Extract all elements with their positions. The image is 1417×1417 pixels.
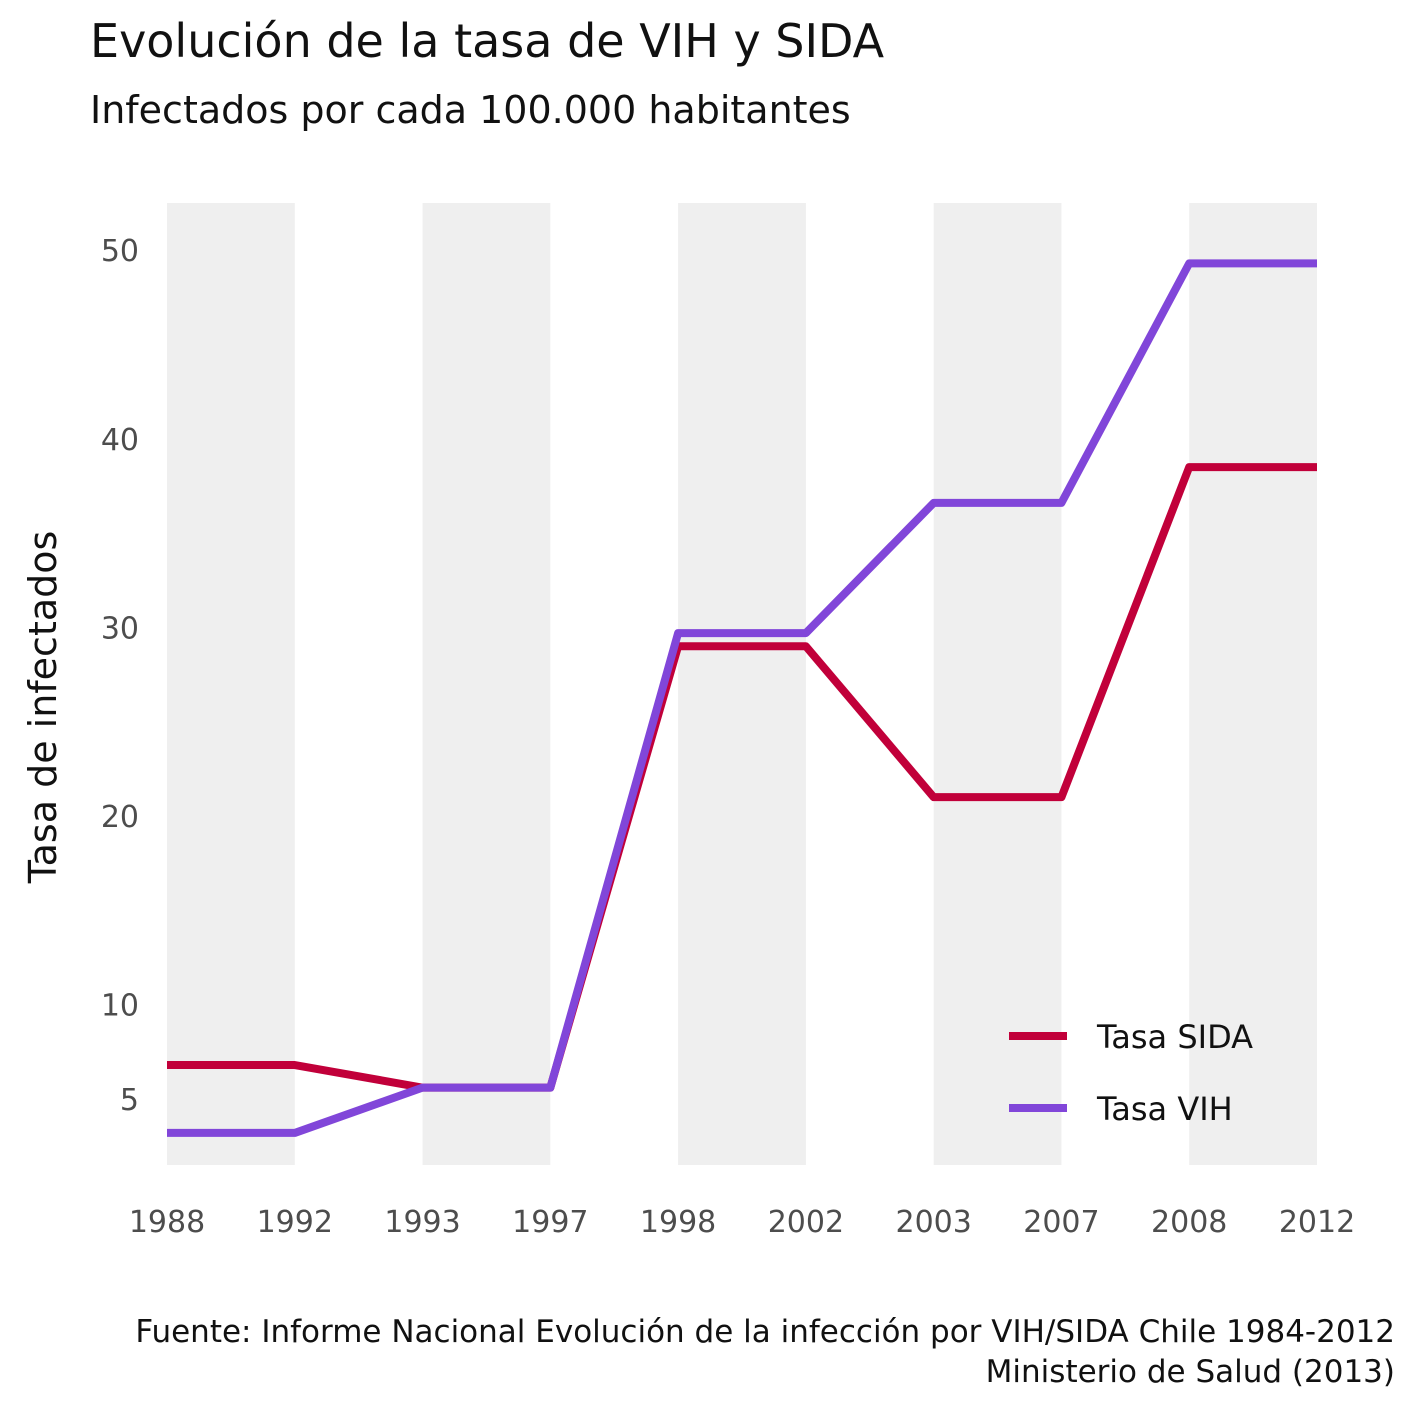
shaded-band-2 bbox=[422, 203, 551, 1165]
series-line-tasa-vih bbox=[167, 259, 1317, 1137]
caption-line-2: Ministerio de Salud (2013) bbox=[985, 1354, 1395, 1390]
x-tick-label: 2007 bbox=[1023, 1205, 1099, 1240]
x-tick-label: 1992 bbox=[257, 1205, 333, 1240]
shaded-band-4 bbox=[933, 203, 1062, 1165]
x-axis-ticks: 1988 1992 1993 1997 1998 2002 2003 2007 2008 2012 bbox=[129, 1205, 1355, 1240]
shaded-bands bbox=[167, 203, 1317, 1165]
y-axis-ticks: 5 10 20 30 40 50 bbox=[101, 234, 139, 1118]
shaded-band-5 bbox=[1189, 203, 1317, 1165]
series-line-tasa-sida bbox=[167, 463, 1317, 1092]
x-tick-label: 1997 bbox=[512, 1205, 588, 1240]
x-tick-label: 1988 bbox=[129, 1205, 205, 1240]
legend: Tasa SIDA Tasa VIH bbox=[1009, 1018, 1253, 1128]
legend-label: Tasa SIDA bbox=[1096, 1018, 1253, 1056]
caption-line-1: Fuente: Informe Nacional Evolución de la… bbox=[135, 1314, 1395, 1350]
series-lines bbox=[167, 259, 1317, 1137]
x-tick-label: 2003 bbox=[895, 1205, 971, 1240]
x-tick-label: 2012 bbox=[1279, 1205, 1355, 1240]
source-caption: Fuente: Informe Nacional Evolución de la… bbox=[135, 1312, 1395, 1392]
y-tick-label: 20 bbox=[101, 800, 139, 835]
y-tick-label: 5 bbox=[120, 1083, 139, 1118]
x-tick-label: 2002 bbox=[768, 1205, 844, 1240]
shaded-band-3 bbox=[678, 203, 806, 1165]
x-tick-label: 1993 bbox=[384, 1205, 460, 1240]
x-tick-label: 1998 bbox=[640, 1205, 716, 1240]
y-tick-label: 50 bbox=[101, 234, 139, 269]
chart-title: Evolución de la tasa de VIH y SIDA bbox=[90, 14, 885, 68]
y-tick-label: 40 bbox=[101, 423, 139, 458]
legend-label: Tasa VIH bbox=[1096, 1090, 1233, 1128]
shaded-band-1 bbox=[167, 203, 295, 1165]
y-tick-label: 10 bbox=[101, 989, 139, 1024]
y-axis-label: Tasa de infectados bbox=[21, 531, 65, 885]
y-tick-label: 30 bbox=[101, 611, 139, 646]
x-tick-label: 2008 bbox=[1151, 1205, 1227, 1240]
chart-subtitle: Infectados por cada 100.000 habitantes bbox=[90, 88, 851, 132]
